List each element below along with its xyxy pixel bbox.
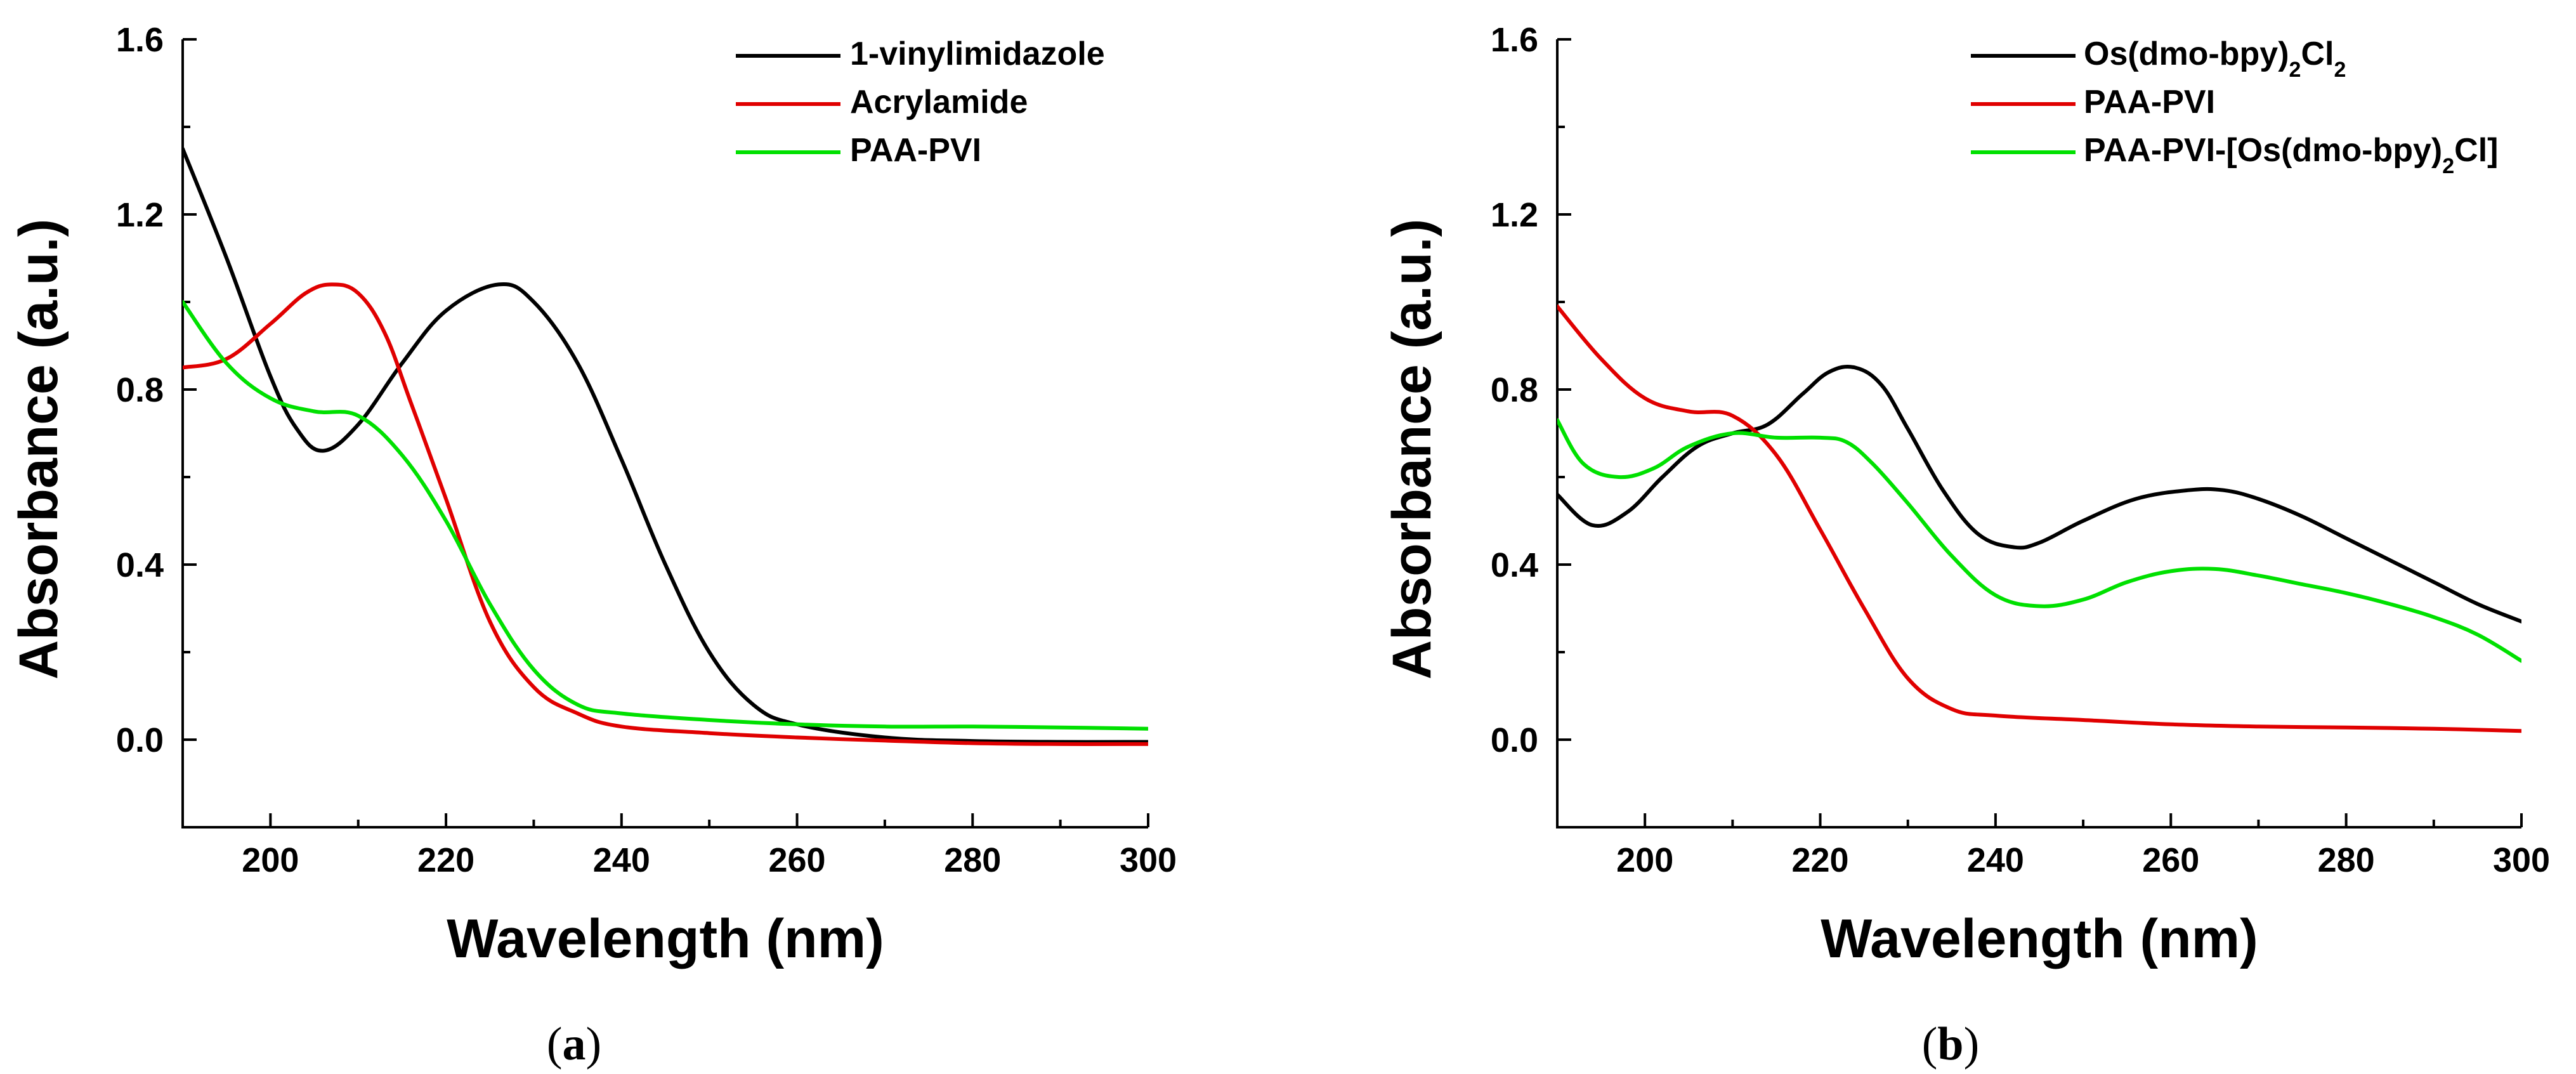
series-line-1-vinylimidazole	[183, 147, 1148, 744]
x-tick-label: 220	[1791, 841, 1848, 879]
series-line-acrylamide	[183, 282, 1148, 746]
y-tick-label: 0.8	[116, 371, 164, 409]
y-tick-label: 1.6	[1491, 21, 1538, 59]
x-axis-title: Wavelength (nm)	[447, 908, 884, 969]
y-tick-label: 0.0	[1491, 721, 1538, 759]
y-tick-label: 0.4	[1491, 546, 1538, 584]
y-tick-label: 0.4	[116, 546, 164, 584]
x-tick-label: 240	[1967, 841, 2024, 879]
legend-label: PAA-PVI-[Os(dmo-bpy)2Cl]	[2084, 132, 2498, 178]
x-tick-label: 260	[768, 841, 825, 879]
x-tick-label: 280	[944, 841, 1001, 879]
chart-panel-a: 0.0 0.4 0.8 1.2 1.6 200 220 240 260 280 300 Wavelen…	[8, 21, 1177, 1070]
x-tick-label: 240	[593, 841, 650, 879]
x-tick-label: 300	[2493, 841, 2550, 879]
y-tick-label: 0.8	[1491, 371, 1538, 409]
x-tick-label: 200	[1616, 841, 1673, 879]
series-line-paa-pvi	[1557, 304, 2521, 733]
y-tick-label: 1.6	[116, 21, 164, 59]
y-tick-label: 0.0	[116, 721, 164, 759]
y-axis-title: Absorbance (a.u.)	[8, 219, 69, 679]
x-tick-label: 220	[417, 841, 474, 879]
x-axis-title: Wavelength (nm)	[1821, 908, 2258, 969]
panel-label: (b)	[1922, 1018, 1979, 1070]
legend-label: PAA-PVI	[2084, 84, 2215, 121]
y-tick-label: 1.2	[1491, 196, 1538, 234]
y-axis-title: Absorbance (a.u.)	[1382, 219, 1442, 679]
legend-label: PAA-PVI	[850, 132, 981, 169]
legend-label: Acrylamide	[850, 84, 1028, 121]
series-line-paa-pvi	[183, 300, 1148, 731]
x-tick-label: 200	[242, 841, 299, 879]
series-line-os-dmo-bpy-2cl2	[1557, 364, 2521, 624]
series-line-paa-pvi-os-dmo-bpy-2cl	[1557, 418, 2521, 663]
x-tick-label: 300	[1120, 841, 1177, 879]
x-tick-label: 280	[2318, 841, 2375, 879]
panel-label: (a)	[547, 1018, 601, 1070]
x-tick-label: 260	[2142, 841, 2199, 879]
legend-label: Os(dmo-bpy)2Cl2	[2084, 36, 2346, 82]
chart-panel-b: 0.0 0.4 0.8 1.2 1.6 200 220 240 260 280 300 Wavelen…	[1382, 21, 2550, 1070]
y-tick-label: 1.2	[116, 196, 164, 234]
legend-label: 1-vinylimidazole	[850, 36, 1105, 72]
